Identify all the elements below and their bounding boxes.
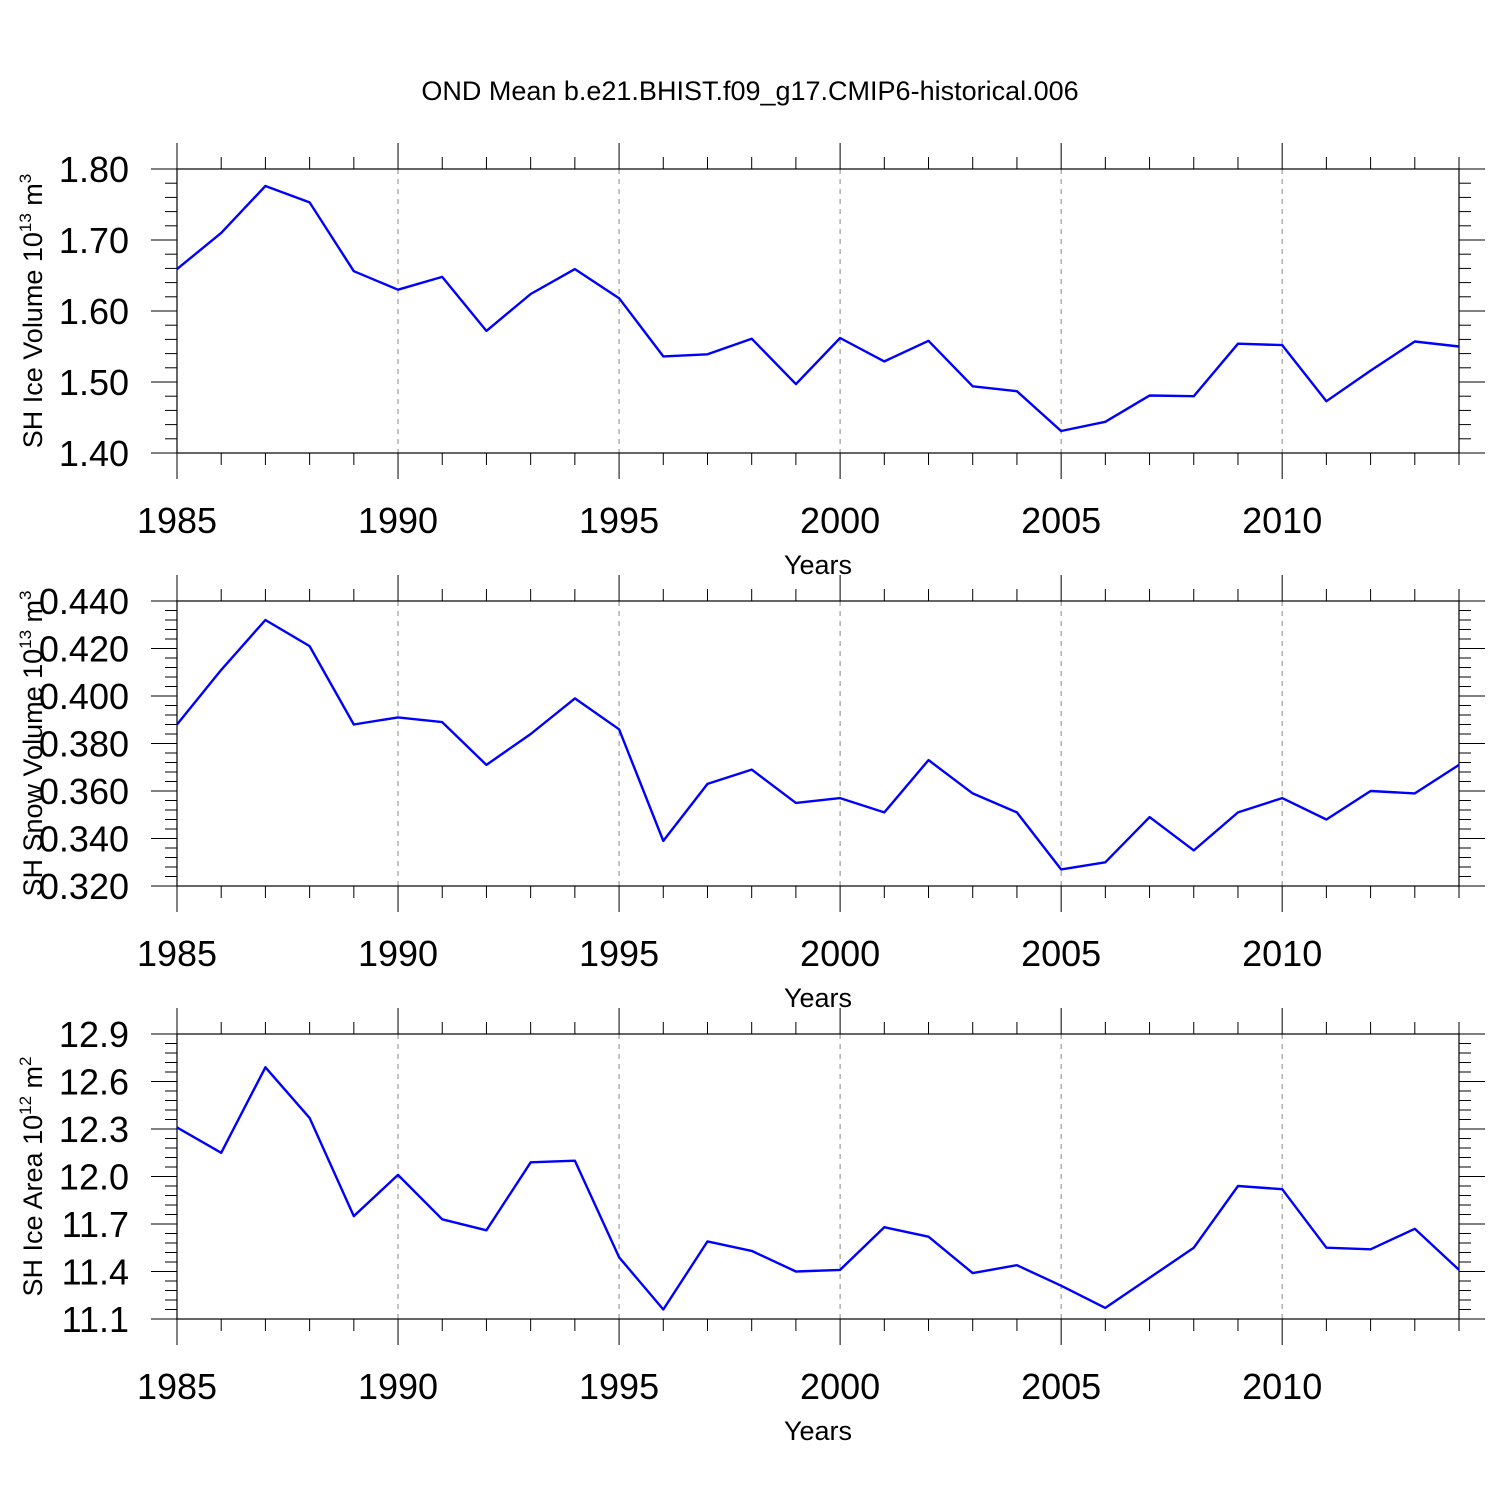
y-tick-label: 1.70 [59,220,129,261]
series-line [176,618,1460,871]
y-tick-label: 0.360 [39,771,129,812]
plot-frame [176,1033,1460,1320]
x-axis-label: Years [784,550,852,580]
x-tick-label: 1995 [579,933,659,974]
x-tick-label: 2000 [800,1366,880,1407]
series-line [176,184,1460,433]
x-tick-label: 2010 [1242,933,1322,974]
y-tick-label: 1.80 [59,149,129,190]
x-tick-label: 2010 [1242,1366,1322,1407]
plot-frame [176,168,1460,454]
x-tick-label: 1985 [137,933,217,974]
y-tick-label: 1.40 [59,433,129,474]
x-tick-label: 1985 [137,500,217,541]
x-tick-label: 1990 [358,1366,438,1407]
series-line [176,1066,1460,1311]
x-tick-label: 2000 [800,500,880,541]
chart-panel-1: 1.40 1.50 1.60 1.70 1.80 1985 1990 1995 2000 2005… [16,143,1485,580]
y-tick-label: 11.4 [62,1252,129,1293]
y-tick-label: 0.380 [39,724,129,765]
y-tick-label: 0.440 [39,581,129,622]
y-tick-label: 12.3 [59,1109,129,1150]
x-tick-label: 2010 [1242,500,1322,541]
chart-panel-2: 0.320 0.340 0.360 0.380 0.400 0.420 0.440 1985 1… [16,575,1485,1013]
x-tick-label: 2005 [1021,1366,1101,1407]
y-tick-label: 0.420 [39,629,129,670]
y-axis-label: SH Ice Volume 1013 m3 [16,174,48,449]
y-tick-label: 11.1 [62,1299,129,1340]
y-tick-label: 0.340 [39,819,129,860]
chart-panel-3: 11.1 11.4 11.7 12.0 12.3 12.6 12.9 1985 1990 1995… [16,1008,1485,1446]
y-tick-label: 1.50 [59,362,129,403]
y-tick-label: 1.60 [59,291,129,332]
y-tick-label: 11.7 [62,1204,129,1245]
y-tick-label: 12.0 [59,1157,129,1198]
x-axis-label: Years [784,983,852,1013]
x-tick-label: 2000 [800,933,880,974]
x-tick-label: 2005 [1021,933,1101,974]
x-tick-label: 1990 [358,933,438,974]
y-axis-label: SH Ice Area 1012 m2 [16,1057,48,1297]
y-tick-label: 12.9 [59,1014,129,1055]
figure-title: OND Mean b.e21.BHIST.f09_g17.CMIP6-histo… [421,76,1079,106]
x-tick-label: 1990 [358,500,438,541]
y-tick-label: 12.6 [59,1062,129,1103]
x-tick-label: 2005 [1021,500,1101,541]
x-tick-label: 1985 [137,1366,217,1407]
plot-frame [176,600,1460,887]
y-axis-label: SH Snow Volume 1013 m3 [16,590,48,896]
y-tick-label: 0.320 [39,866,129,907]
x-axis-label: Years [784,1416,852,1446]
y-tick-label: 0.400 [39,676,129,717]
x-tick-label: 1995 [579,500,659,541]
x-tick-label: 1995 [579,1366,659,1407]
